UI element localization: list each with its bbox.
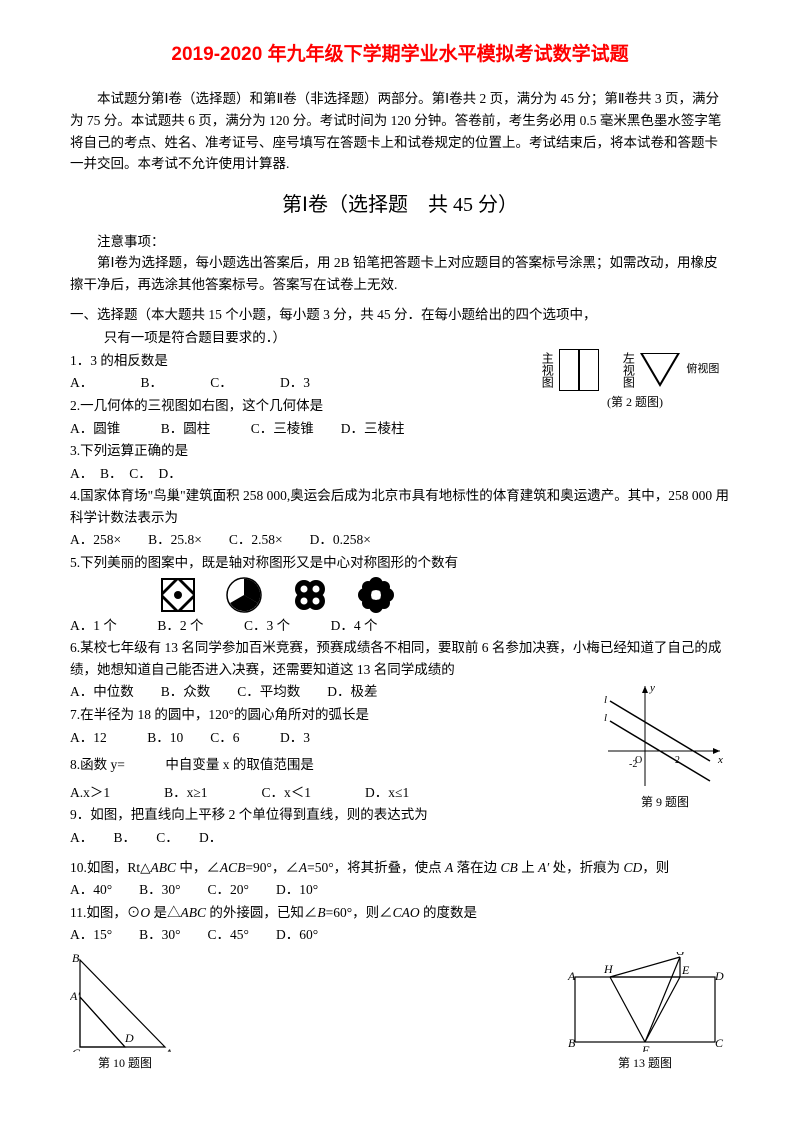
svg-text:C: C <box>72 1046 81 1052</box>
svg-text:A: A <box>164 1046 173 1052</box>
mc-heading: 一、选择题（本大题共 15 个小题，每小题 3 分，共 45 分．在每小题给出的… <box>70 304 730 326</box>
q2-opts: A．圆锥 B．圆柱 C．三棱锥 D．三棱柱 <box>70 418 730 440</box>
q5-stem: 5.下列美丽的图案中，既是轴对称图形又是中心对称图形的个数有 <box>70 552 730 574</box>
svg-text:G: G <box>676 952 685 958</box>
q10-opts: A．40° B．30° C．20° D．10° <box>70 879 730 901</box>
q4-stem: 4.国家体育场"鸟巢"建筑面积 258 000,奥运会后成为北京市具有地标性的体… <box>70 485 730 528</box>
q1-stem: 1．3 的相反数是 <box>70 350 730 372</box>
svg-text:y: y <box>649 682 655 694</box>
q3-stem: 3.下列运算正确的是 <box>70 440 730 462</box>
svg-text:D: D <box>714 969 724 983</box>
q9-figure: x y O -2 2 l l 第 9 题图 <box>600 681 730 812</box>
pattern-icon-1 <box>160 577 196 613</box>
svg-text:H: H <box>603 962 614 976</box>
svg-text:F: F <box>641 1043 650 1052</box>
q10-stem: 10.如图，Rt△ABC 中，∠ACB=90°，∠A=50°，将其折叠，使点 A… <box>70 857 730 879</box>
q13-figure: A D B C H E G F 第 13 题图 <box>560 952 730 1073</box>
pattern-icon-4 <box>358 577 394 613</box>
svg-text:A: A <box>567 969 576 983</box>
svg-text:B: B <box>72 952 80 965</box>
q7-stem: 7.在半径为 18 的圆中，120°的圆心角所对的弧长是 <box>70 704 730 726</box>
notice-label: 注意事项： <box>70 231 730 253</box>
q4-opts: A．258× B．25.8× C．2.58× D．0.258× <box>70 529 730 551</box>
mc-heading-2: 只有一项是符合题目要求的．） <box>70 327 730 349</box>
notice-text: 第Ⅰ卷为选择题，每小题选出答案后，用 2B 铅笔把答题卡上对应题目的答案标号涂黑… <box>70 252 730 295</box>
q5-icons <box>160 577 394 613</box>
q8-stem: 8.函数 y= 中自变量 x 的取值范围是 <box>70 754 730 776</box>
q3-opts: A． B． C． D． <box>70 463 730 485</box>
q9-stem: 9．如图，把直线向上平移 2 个单位得到直线，则的表达式为 <box>70 804 730 826</box>
svg-text:E: E <box>681 963 690 977</box>
pattern-icon-2 <box>226 577 262 613</box>
svg-text:C: C <box>715 1036 724 1050</box>
intro-text: 本试题分第Ⅰ卷（选择题）和第Ⅱ卷（非选择题）两部分。第Ⅰ卷共 2 页，满分为 4… <box>70 88 730 174</box>
q10-fig-caption: 第 10 题图 <box>70 1054 180 1073</box>
svg-text:D: D <box>124 1031 134 1045</box>
pattern-icon-3 <box>292 577 328 613</box>
q9-opts: A． B． C． D． <box>70 827 730 849</box>
section1-title: 第Ⅰ卷（选择题 共 45 分） <box>70 189 730 221</box>
svg-text:B: B <box>568 1036 576 1050</box>
q5-opts: A．1 个 B．2 个 C．3 个 D．4 个 <box>70 615 730 637</box>
svg-text:A′: A′ <box>70 989 80 1003</box>
q2-stem: 2.一几何体的三视图如右图，这个几何体是 <box>70 395 730 417</box>
q13-fig-caption: 第 13 题图 <box>560 1054 730 1073</box>
q6-stem: 6.某校七年级有 13 名同学参加百米竞赛，预赛成绩各不相同，要取前 6 名参加… <box>70 637 730 680</box>
q11-stem: 11.如图，⊙O 是△ABC 的外接圆，已知∠B=60°，则∠CAO 的度数是 <box>70 902 730 924</box>
q11-opts: A．15° B．30° C．45° D．60° <box>70 924 730 946</box>
page-title: 2019-2020 年九年级下学期学业水平模拟考试数学试题 <box>70 40 730 70</box>
q10-figure: B A′ D C A 第 10 题图 <box>70 952 180 1073</box>
